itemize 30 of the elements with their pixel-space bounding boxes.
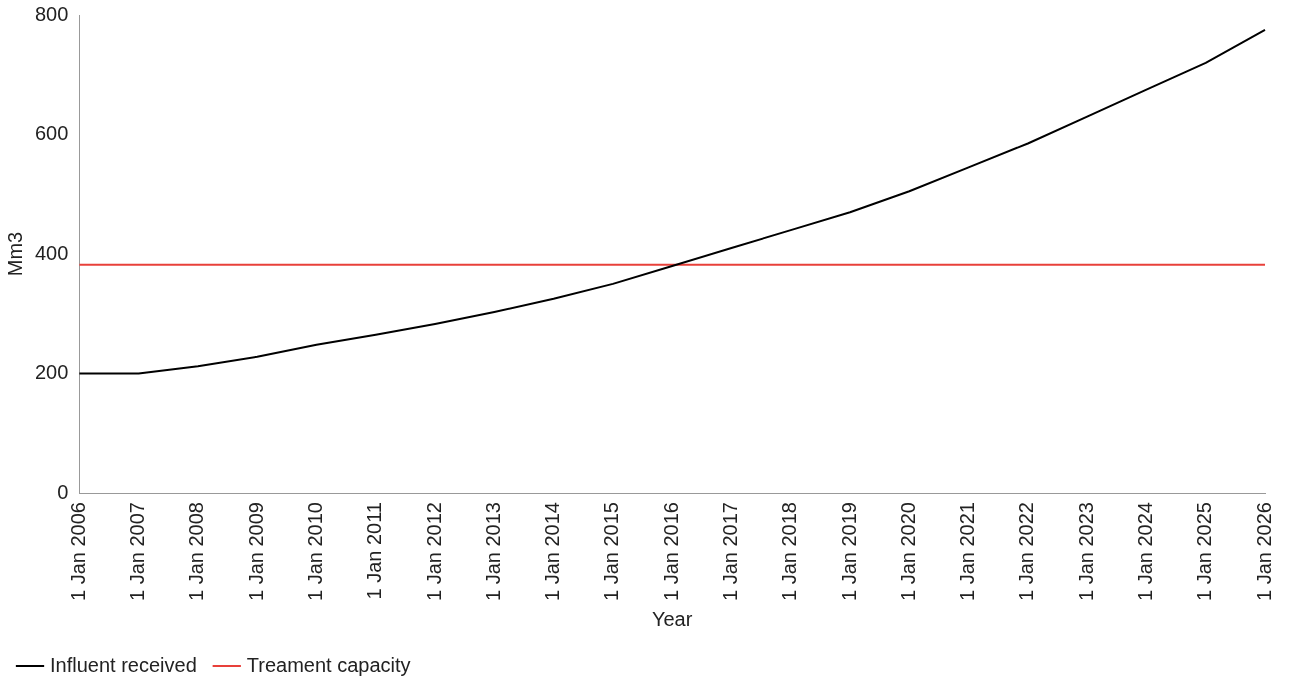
y-tick-label: 800 — [34, 2, 69, 25]
x-tick-label: 1 Jan 2019 — [837, 502, 860, 602]
x-tick-label: 1 Jan 2024 — [1133, 502, 1156, 602]
legend-label: Influent received — [50, 653, 197, 676]
x-tick-label: 1 Jan 2006 — [66, 502, 89, 602]
y-axis-title: Mm3 — [3, 231, 26, 277]
x-tick-label: 1 Jan 2012 — [422, 502, 445, 602]
y-tick-label: 0 — [57, 480, 69, 503]
x-tick-label: 1 Jan 2021 — [956, 502, 979, 602]
x-tick-label: 1 Jan 2015 — [600, 502, 623, 602]
x-tick-label: 1 Jan 2009 — [244, 502, 267, 602]
x-axis-title: Year — [651, 607, 693, 630]
y-tick-label: 400 — [34, 241, 69, 264]
x-tick-label: 1 Jan 2022 — [1015, 502, 1038, 602]
legend-label: Treament capacity — [246, 653, 411, 676]
x-tick-label: 1 Jan 2014 — [541, 502, 564, 602]
x-tick-label: 1 Jan 2011 — [363, 502, 386, 600]
x-tick-label: 1 Jan 2018 — [778, 502, 801, 602]
x-tick-label: 1 Jan 2007 — [126, 502, 149, 602]
x-tick-label: 1 Jan 2013 — [481, 502, 504, 602]
x-tick-label: 1 Jan 2020 — [896, 502, 919, 602]
x-tick-label: 1 Jan 2026 — [1252, 502, 1275, 602]
x-tick-label: 1 Jan 2008 — [185, 502, 208, 602]
y-tick-label: 600 — [34, 122, 69, 145]
x-tick-label: 1 Jan 2017 — [718, 502, 741, 602]
x-tick-label: 1 Jan 2016 — [659, 502, 682, 602]
y-tick-label: 200 — [34, 361, 69, 384]
x-tick-label: 1 Jan 2025 — [1193, 502, 1216, 602]
x-tick-label: 1 Jan 2023 — [1074, 502, 1097, 602]
x-tick-label: 1 Jan 2010 — [304, 502, 327, 602]
